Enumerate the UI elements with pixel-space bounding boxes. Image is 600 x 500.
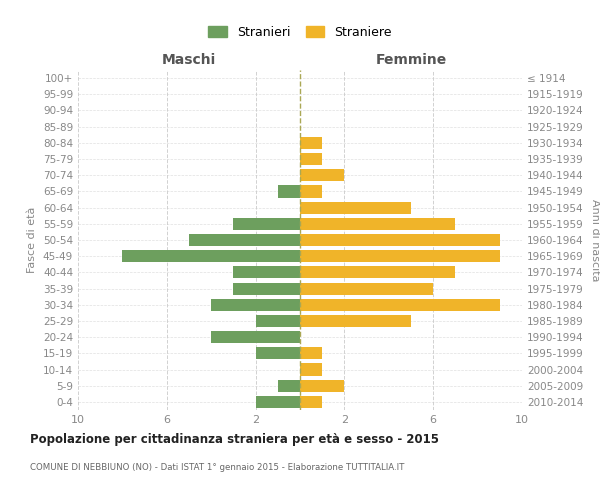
Bar	[278, 380, 300, 392]
Bar	[300, 169, 344, 181]
Bar	[233, 266, 300, 278]
Y-axis label: Fasce di età: Fasce di età	[28, 207, 37, 273]
Bar	[233, 282, 300, 294]
Bar	[256, 396, 300, 408]
Bar	[300, 282, 433, 294]
Bar	[256, 348, 300, 360]
Bar	[300, 153, 322, 165]
Bar	[300, 250, 500, 262]
Bar	[300, 396, 322, 408]
Bar	[300, 298, 500, 311]
Bar	[278, 186, 300, 198]
Bar	[300, 315, 411, 327]
Text: Maschi: Maschi	[162, 53, 216, 67]
Bar	[300, 186, 322, 198]
Bar	[300, 202, 411, 213]
Bar	[256, 315, 300, 327]
Bar	[122, 250, 300, 262]
Bar	[189, 234, 300, 246]
Bar	[300, 348, 322, 360]
Y-axis label: Anni di nascita: Anni di nascita	[590, 198, 600, 281]
Bar	[300, 266, 455, 278]
Bar	[211, 298, 300, 311]
Text: Popolazione per cittadinanza straniera per età e sesso - 2015: Popolazione per cittadinanza straniera p…	[30, 432, 439, 446]
Bar	[300, 380, 344, 392]
Bar	[300, 218, 455, 230]
Bar	[300, 234, 500, 246]
Legend: Stranieri, Straniere: Stranieri, Straniere	[205, 22, 395, 42]
Bar	[211, 331, 300, 343]
Bar	[233, 218, 300, 230]
Text: COMUNE DI NEBBIUNO (NO) - Dati ISTAT 1° gennaio 2015 - Elaborazione TUTTITALIA.I: COMUNE DI NEBBIUNO (NO) - Dati ISTAT 1° …	[30, 462, 404, 471]
Bar	[300, 364, 322, 376]
Bar	[300, 137, 322, 149]
Text: Femmine: Femmine	[376, 53, 446, 67]
